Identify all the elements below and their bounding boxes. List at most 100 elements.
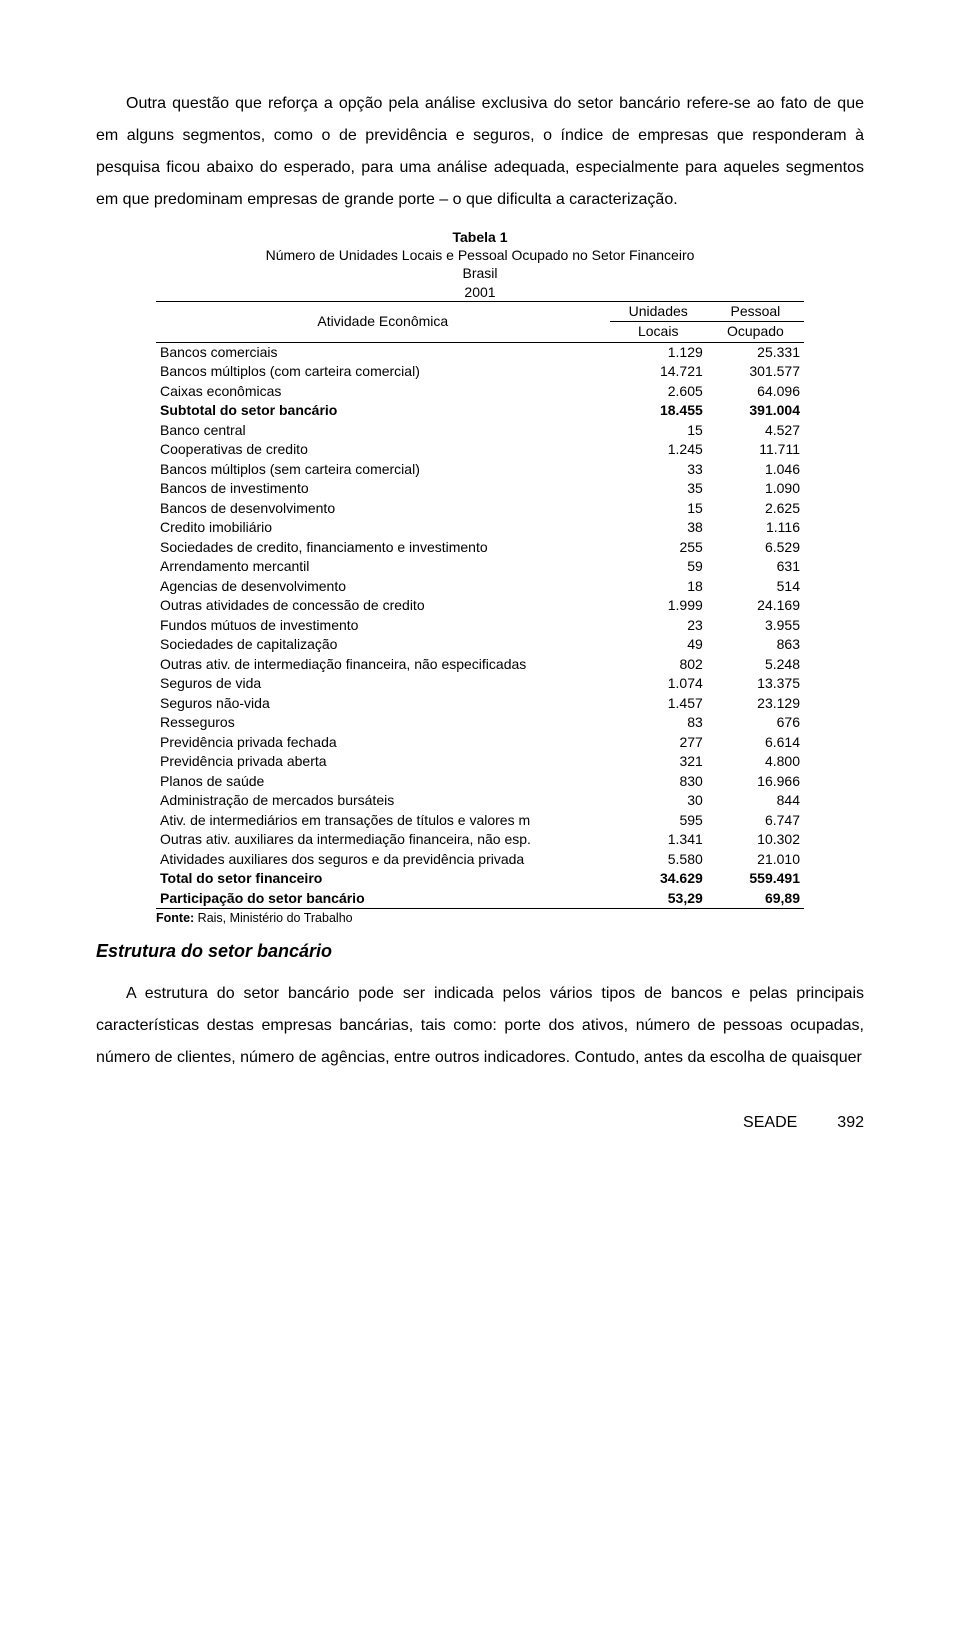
cell-label: Subtotal do setor bancário	[156, 401, 610, 421]
source-label: Fonte:	[156, 911, 194, 925]
cell-persons: 514	[707, 577, 804, 597]
cell-label: Bancos de desenvolvimento	[156, 499, 610, 519]
paragraph-2: A estrutura do setor bancário pode ser i…	[96, 978, 864, 1074]
table-row: Credito imobiliário381.116	[156, 518, 804, 538]
table-row: Seguros de vida1.07413.375	[156, 674, 804, 694]
cell-units: 23	[610, 616, 707, 636]
cell-persons: 25.331	[707, 342, 804, 362]
cell-label: Agencias de desenvolvimento	[156, 577, 610, 597]
cell-label: Previdência privada fechada	[156, 733, 610, 753]
cell-units: 30	[610, 791, 707, 811]
table-row: Participação do setor bancário53,2969,89	[156, 889, 804, 909]
section-heading: Estrutura do setor bancário	[96, 941, 864, 962]
cell-label: Outras ativ. auxiliares da intermediação…	[156, 830, 610, 850]
table-row: Planos de saúde83016.966	[156, 772, 804, 792]
cell-units: 15	[610, 499, 707, 519]
table-row: Previdência privada aberta3214.800	[156, 752, 804, 772]
cell-units: 830	[610, 772, 707, 792]
cell-persons: 844	[707, 791, 804, 811]
cell-label: Bancos múltiplos (com carteira comercial…	[156, 362, 610, 382]
cell-label: Bancos de investimento	[156, 479, 610, 499]
cell-label: Atividades auxiliares dos seguros e da p…	[156, 850, 610, 870]
cell-persons: 4.800	[707, 752, 804, 772]
footer-org: SEADE	[743, 1114, 797, 1132]
table-title: Tabela 1	[156, 228, 804, 246]
cell-persons: 69,89	[707, 889, 804, 909]
table-row: Outras atividades de concessão de credit…	[156, 596, 804, 616]
table-row: Cooperativas de credito1.24511.711	[156, 440, 804, 460]
cell-units: 38	[610, 518, 707, 538]
cell-units: 255	[610, 538, 707, 558]
table-row: Sociedades de credito, financiamento e i…	[156, 538, 804, 558]
table-row: Atividades auxiliares dos seguros e da p…	[156, 850, 804, 870]
table-source: Fonte: Rais, Ministério do Trabalho	[156, 911, 804, 925]
cell-label: Bancos múltiplos (sem carteira comercial…	[156, 460, 610, 480]
cell-persons: 64.096	[707, 382, 804, 402]
table-row: Administração de mercados bursáteis30844	[156, 791, 804, 811]
source-text: Rais, Ministério do Trabalho	[194, 911, 352, 925]
cell-label: Ativ. de intermediários em transações de…	[156, 811, 610, 831]
cell-persons: 1.046	[707, 460, 804, 480]
cell-label: Participação do setor bancário	[156, 889, 610, 909]
table-row: Total do setor financeiro34.629559.491	[156, 869, 804, 889]
cell-label: Total do setor financeiro	[156, 869, 610, 889]
cell-label: Arrendamento mercantil	[156, 557, 610, 577]
paragraph-1: Outra questão que reforça a opção pela a…	[96, 88, 864, 216]
cell-persons: 10.302	[707, 830, 804, 850]
cell-units: 277	[610, 733, 707, 753]
cell-label: Sociedades de capitalização	[156, 635, 610, 655]
page-footer: SEADE 392	[96, 1114, 864, 1132]
table-row: Caixas econômicas2.60564.096	[156, 382, 804, 402]
cell-units: 802	[610, 655, 707, 675]
cell-label: Fundos mútuos de investimento	[156, 616, 610, 636]
cell-label: Outras atividades de concessão de credit…	[156, 596, 610, 616]
table-row: Arrendamento mercantil59631	[156, 557, 804, 577]
cell-persons: 863	[707, 635, 804, 655]
table-row: Ativ. de intermediários em transações de…	[156, 811, 804, 831]
cell-units: 2.605	[610, 382, 707, 402]
table-row: Bancos de investimento351.090	[156, 479, 804, 499]
table-row: Agencias de desenvolvimento18514	[156, 577, 804, 597]
cell-label: Resseguros	[156, 713, 610, 733]
table-subtitle-1: Número de Unidades Locais e Pessoal Ocup…	[156, 246, 804, 264]
data-table: Atividade Econômica Unidades Pessoal Loc…	[156, 301, 804, 910]
table-subtitle-2: Brasil	[156, 264, 804, 282]
cell-units: 1.245	[610, 440, 707, 460]
cell-persons: 391.004	[707, 401, 804, 421]
cell-label: Outras ativ. de intermediação financeira…	[156, 655, 610, 675]
cell-persons: 4.527	[707, 421, 804, 441]
cell-label: Previdência privada aberta	[156, 752, 610, 772]
cell-persons: 631	[707, 557, 804, 577]
cell-persons: 16.966	[707, 772, 804, 792]
cell-units: 14.721	[610, 362, 707, 382]
cell-units: 18.455	[610, 401, 707, 421]
cell-persons: 11.711	[707, 440, 804, 460]
cell-label: Planos de saúde	[156, 772, 610, 792]
cell-label: Banco central	[156, 421, 610, 441]
cell-persons: 23.129	[707, 694, 804, 714]
cell-label: Caixas econômicas	[156, 382, 610, 402]
table-row: Bancos múltiplos (sem carteira comercial…	[156, 460, 804, 480]
col-units-a: Unidades	[610, 301, 707, 322]
cell-units: 83	[610, 713, 707, 733]
footer-page: 392	[837, 1114, 864, 1132]
cell-persons: 6.747	[707, 811, 804, 831]
table-row: Fundos mútuos de investimento233.955	[156, 616, 804, 636]
table-row: Bancos de desenvolvimento152.625	[156, 499, 804, 519]
cell-units: 5.580	[610, 850, 707, 870]
cell-persons: 6.529	[707, 538, 804, 558]
table-subtitle-3: 2001	[156, 283, 804, 301]
cell-label: Credito imobiliário	[156, 518, 610, 538]
table-row: Sociedades de capitalização49863	[156, 635, 804, 655]
cell-label: Cooperativas de credito	[156, 440, 610, 460]
col-persons-b: Ocupado	[707, 322, 804, 343]
cell-units: 1.074	[610, 674, 707, 694]
table-row: Resseguros83676	[156, 713, 804, 733]
cell-units: 35	[610, 479, 707, 499]
table-row: Outras ativ. auxiliares da intermediação…	[156, 830, 804, 850]
cell-label: Sociedades de credito, financiamento e i…	[156, 538, 610, 558]
table-row: Outras ativ. de intermediação financeira…	[156, 655, 804, 675]
cell-persons: 559.491	[707, 869, 804, 889]
cell-persons: 21.010	[707, 850, 804, 870]
col-persons-a: Pessoal	[707, 301, 804, 322]
